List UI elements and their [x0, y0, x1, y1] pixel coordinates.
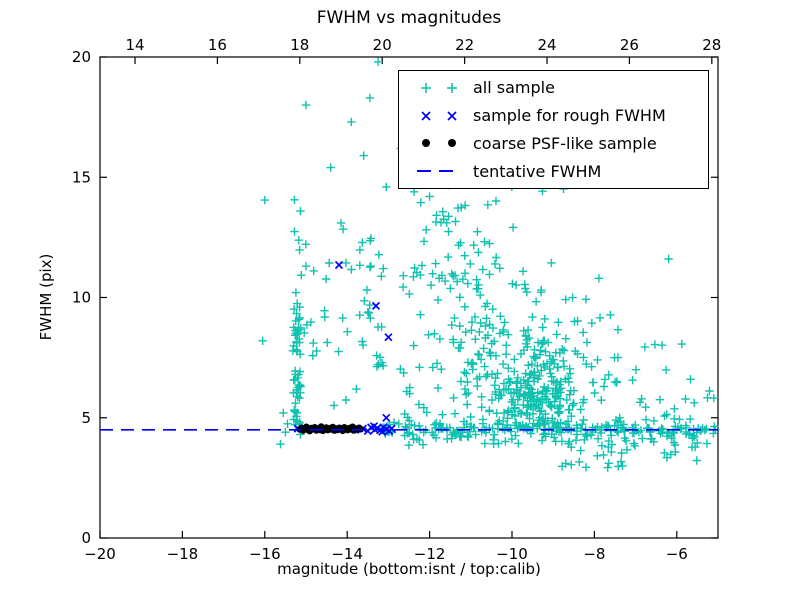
y-tick-label: 15: [72, 168, 91, 186]
legend-label: tentative FWHM: [473, 161, 602, 181]
legend-label: coarse PSF-like sample: [473, 133, 657, 153]
legend-item-psf-sample: coarse PSF-like sample: [399, 130, 708, 157]
scatter-rough-fwhm-sample: [293, 260, 396, 436]
plus-marker-glyphs: [421, 82, 457, 93]
y-tick-label: 10: [72, 289, 91, 307]
plus-marker-icon: [399, 79, 473, 97]
x-bottom-tick-label: −10: [496, 545, 528, 563]
dot-marker-glyphs: [422, 139, 456, 148]
x-marker-glyphs: [421, 111, 457, 121]
x-axis-label: magnitude (bottom:isnt / top:calib): [277, 560, 541, 578]
x-top-tick-label: 28: [702, 36, 721, 54]
y-tick-label: 5: [81, 409, 91, 427]
legend-label: all sample: [473, 78, 555, 98]
x-bottom-tick-label: −20: [84, 545, 116, 563]
x-bottom-tick-label: −12: [414, 545, 446, 563]
dot-marker-icon: [399, 134, 473, 152]
x-bottom-tick-label: −16: [249, 545, 281, 563]
legend-item-tentative-fwhm: tentative FWHM: [399, 158, 708, 185]
legend-item-rough-fwhm: sample for rough FWHM: [399, 102, 708, 129]
legend-item-all-sample: all sample: [399, 74, 708, 101]
scatter-psf-like-sample: [296, 423, 365, 435]
x-bottom-tick-label: −8: [583, 545, 605, 563]
y-tick-label: 0: [81, 529, 91, 547]
chart-title: FWHM vs magnitudes: [316, 8, 502, 28]
x-bottom-tick-label: −6: [666, 545, 688, 563]
x-top-tick-label: 16: [208, 36, 227, 54]
y-tick-label: 20: [72, 48, 91, 66]
x-marker-icon: [399, 107, 473, 125]
x-bottom-tick-label: −14: [331, 545, 363, 563]
x-top-tick-label: 26: [620, 36, 639, 54]
legend: all sample sample for rough FWHM coarse …: [398, 70, 709, 189]
legend-label: sample for rough FWHM: [473, 106, 666, 126]
x-bottom-tick-label: −18: [167, 545, 199, 563]
x-top-tick-label: 22: [455, 36, 474, 54]
dashed-line-glyph: [417, 170, 453, 173]
x-top-tick-label: 14: [125, 36, 144, 54]
dashed-line-icon: [399, 162, 473, 180]
x-top-tick-label: 24: [537, 36, 556, 54]
y-axis-label: FWHM (pix): [37, 253, 55, 341]
x-top-tick-label: 18: [290, 36, 309, 54]
x-top-tick-label: 20: [373, 36, 392, 54]
